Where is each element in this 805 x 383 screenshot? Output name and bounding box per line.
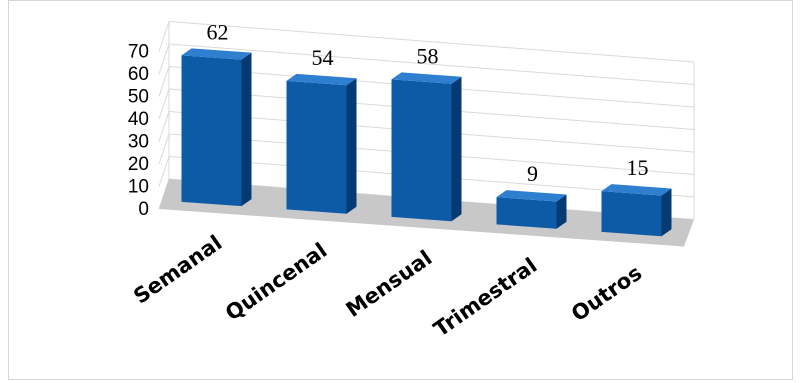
bar-side xyxy=(661,188,672,237)
side-gridline-30 xyxy=(158,111,170,142)
category-label: Trimestral xyxy=(429,253,541,341)
y-tick-label: 30 xyxy=(128,132,149,153)
bar-side xyxy=(241,52,252,207)
y-tick-label: 10 xyxy=(128,177,149,198)
gridline-60 xyxy=(168,43,695,85)
bars xyxy=(181,48,672,237)
bar-side xyxy=(451,76,462,222)
data-label: 58 xyxy=(417,43,439,68)
bar-top xyxy=(601,184,672,196)
bar-quincenal xyxy=(286,73,357,214)
y-tick-label: 20 xyxy=(128,154,149,175)
data-label: 62 xyxy=(207,19,229,44)
side-gridline-40 xyxy=(158,88,170,120)
category-label: Mensual xyxy=(342,246,437,322)
bar-side xyxy=(556,194,567,229)
side-gridline-20 xyxy=(158,133,170,165)
category-label: Semanal xyxy=(129,231,226,309)
bar-top xyxy=(391,72,462,84)
gridline-70 xyxy=(168,21,695,63)
side-gridline-50 xyxy=(158,66,170,97)
category-label: Outros xyxy=(567,261,646,327)
bar-outros xyxy=(601,184,672,237)
data-labels: 62 54 58 9 15 xyxy=(207,19,649,186)
bar-front xyxy=(496,197,557,229)
bar-front xyxy=(601,191,662,237)
bar-front xyxy=(391,79,452,222)
category-label: Quincenal xyxy=(221,238,331,325)
bar-top xyxy=(181,48,252,60)
bar-mensual xyxy=(391,72,462,222)
y-tick-label: 70 xyxy=(128,42,149,63)
data-label: 15 xyxy=(627,155,649,180)
bar-top xyxy=(286,73,357,86)
chart-frame: 0 10 20 30 40 50 60 70 62 54 58 9 15 Semanal Quincen… xyxy=(8,0,793,380)
bar-front xyxy=(286,80,347,214)
bar-side xyxy=(346,78,357,214)
y-tick-label: 0 xyxy=(138,199,149,220)
y-tick-label: 50 xyxy=(128,87,149,108)
side-gridline-60 xyxy=(158,43,170,75)
side-gridline-10 xyxy=(158,156,170,187)
y-tick-label: 60 xyxy=(128,64,149,85)
bar-top xyxy=(496,190,567,202)
bar-semanal xyxy=(181,48,252,207)
bar-trimestral xyxy=(496,190,567,229)
bar-front xyxy=(181,55,242,207)
y-tick-label: 40 xyxy=(128,109,149,130)
data-label: 54 xyxy=(312,45,334,70)
data-label: 9 xyxy=(527,161,538,186)
side-gridline-70 xyxy=(158,21,170,52)
